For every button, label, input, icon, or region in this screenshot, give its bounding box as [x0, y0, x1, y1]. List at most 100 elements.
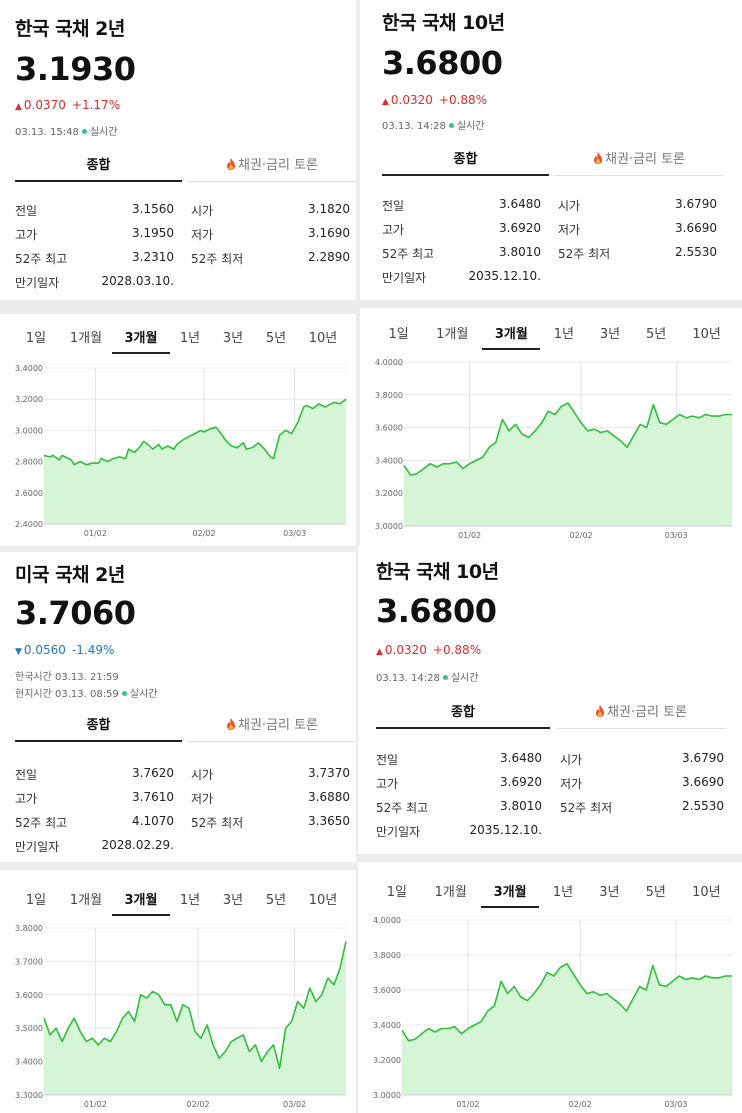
tab-forum[interactable]: 채권·금리 토론	[187, 156, 356, 182]
stat-value: 3.8010	[500, 799, 542, 813]
y-tick-label: 3.4000	[15, 364, 43, 373]
chart-svg: 3.0000 3.2000 3.4000 3.6000 3.8000 4.0000 01/0…	[375, 358, 732, 540]
y-tick-label: 3.2000	[15, 395, 43, 404]
stat-value: 3.1690	[308, 226, 350, 240]
price-change: ▼ 0.0560 -1.49%	[15, 643, 114, 657]
range-tab[interactable]: 1개월	[69, 331, 103, 346]
stat-label: 저가	[560, 777, 583, 791]
stat-value: 3.7370	[308, 766, 350, 780]
range-tab[interactable]: 1일	[386, 885, 407, 900]
tab-summary[interactable]: 종합	[15, 156, 182, 182]
stat-label: 52주 최저	[558, 247, 611, 261]
x-tick-label: 02/02	[186, 1100, 209, 1109]
bond-title: 미국 국채 2년	[15, 564, 125, 586]
range-tab[interactable]: 3년	[222, 893, 244, 908]
range-tab[interactable]: 5년	[265, 893, 287, 908]
range-tab[interactable]: 3년	[599, 885, 620, 900]
range-tab[interactable]: 1년	[179, 893, 201, 908]
series-area	[404, 403, 732, 526]
stat-row: 만기일자 2028.03.10.	[15, 274, 350, 294]
change-percent: +0.88%	[438, 93, 488, 107]
current-price: 3.6800	[382, 44, 503, 82]
range-tabs: 1일 1개월 3개월 1년 3년 5년 10년	[0, 892, 356, 916]
range-tab[interactable]: 3개월	[482, 326, 541, 350]
price-chart: 3.0000 3.2000 3.4000 3.6000 3.8000 4.0000 01/0…	[360, 356, 742, 544]
stat-label: 52주 최고	[15, 252, 68, 266]
stat-value: 2035.12.10.	[468, 269, 541, 283]
y-tick-label: 3.3000	[15, 1091, 43, 1100]
range-tab[interactable]: 1년	[552, 885, 574, 900]
stat-label: 고가	[15, 228, 38, 242]
live-label: 실시간	[456, 121, 485, 132]
stat-label: 전일	[15, 768, 38, 782]
triangle-up-icon: ▲	[376, 647, 383, 657]
range-tab[interactable]: 1년	[179, 331, 201, 346]
fire-icon	[226, 157, 236, 170]
range-tab[interactable]: 3년	[222, 331, 244, 346]
series-line	[43, 941, 347, 1070]
y-tick-label: 3.0000	[375, 522, 403, 531]
range-tab[interactable]: 3개월	[481, 884, 540, 908]
change-value: 0.0320	[390, 93, 433, 107]
info-tabs: 종합 채권·금리 토론	[382, 150, 724, 176]
stat-value: 2035.12.10.	[469, 823, 542, 837]
live-dot-icon	[448, 123, 454, 128]
range-tab[interactable]: 5년	[645, 885, 666, 900]
bond-panel-kr-10y-repeat: 한국 국채 10년 3.6800 ▲ 0.0320 +0.88% 03.13. 14…	[358, 546, 742, 854]
price-change: ▲ 0.0320 +0.88%	[382, 93, 487, 107]
stat-value: 3.6880	[308, 790, 350, 804]
change-value: 0.0560	[23, 643, 66, 657]
price-chart: 2.4000 2.6000 2.8000 3.0000 3.2000 3.4000 01/0…	[0, 362, 356, 542]
stat-label: 저가	[191, 792, 214, 806]
range-tab[interactable]: 3개월	[112, 330, 170, 354]
y-tick-label: 3.8000	[373, 951, 401, 960]
range-tab[interactable]: 3개월	[112, 892, 170, 916]
range-tab[interactable]: 1개월	[69, 893, 103, 908]
series-area	[44, 941, 346, 1095]
range-tab[interactable]: 1개월	[434, 885, 467, 900]
range-tab[interactable]: 10년	[692, 327, 721, 342]
x-tick-label: 02/02	[569, 1100, 592, 1109]
tab-forum[interactable]: 채권·금리 토론	[554, 150, 724, 176]
y-tick-label: 3.6000	[373, 986, 401, 995]
tab-forum[interactable]: 채권·금리 토론	[187, 716, 356, 742]
range-tab[interactable]: 3년	[599, 327, 621, 342]
current-price: 3.1930	[15, 50, 136, 88]
chart-panel-us-2y: 1일 1개월 3개월 1년 3년 5년 10년 3.3000 3.4000 3.5000 3.60…	[0, 870, 356, 1113]
range-tab[interactable]: 5년	[265, 331, 287, 346]
x-tick-label: 03/03	[283, 529, 306, 538]
y-tick-label: 3.6000	[15, 991, 43, 1000]
y-tick-label: 2.8000	[15, 458, 43, 467]
range-tab[interactable]: 1일	[25, 893, 47, 908]
range-tab[interactable]: 10년	[308, 331, 338, 346]
tab-forum[interactable]: 채권·금리 토론	[556, 703, 726, 729]
tab-summary[interactable]: 종합	[15, 716, 182, 742]
range-tab[interactable]: 1일	[388, 327, 409, 342]
price-chart: 3.0000 3.2000 3.4000 3.6000 3.8000 4.0000 01/0…	[358, 914, 742, 1113]
range-tab[interactable]: 10년	[692, 885, 721, 900]
x-tick-label: 02/02	[570, 531, 593, 540]
stat-label: 만기일자	[376, 825, 421, 839]
range-tab[interactable]: 5년	[646, 327, 667, 342]
stat-value: 2028.02.29.	[101, 838, 174, 852]
range-tab[interactable]: 10년	[308, 893, 338, 908]
live-label: 실시간	[89, 127, 118, 138]
tab-summary[interactable]: 종합	[382, 150, 549, 176]
stat-row: 만기일자 2035.12.10.	[376, 823, 724, 843]
x-tick-label: 03/03	[664, 1100, 687, 1109]
x-tick-label: 01/02	[84, 1100, 107, 1109]
stat-value: 3.6690	[675, 221, 717, 235]
stat-value: 3.3650	[308, 814, 350, 828]
tab-summary[interactable]: 종합	[376, 703, 550, 729]
y-tick-label: 3.7000	[15, 957, 43, 966]
stat-value: 3.6920	[499, 221, 541, 235]
range-tab[interactable]: 1년	[553, 327, 574, 342]
stat-row: 52주 최고 3.2310 52주 최저 2.2890	[15, 250, 350, 270]
stat-value: 3.1560	[132, 202, 174, 216]
current-price: 3.7060	[15, 594, 136, 632]
range-tab[interactable]: 1개월	[436, 327, 469, 342]
live-dot-icon	[121, 691, 127, 696]
update-time: 03.13. 14:28 실시간	[382, 121, 485, 132]
change-percent: +1.17%	[71, 98, 121, 112]
range-tab[interactable]: 1일	[25, 331, 47, 346]
